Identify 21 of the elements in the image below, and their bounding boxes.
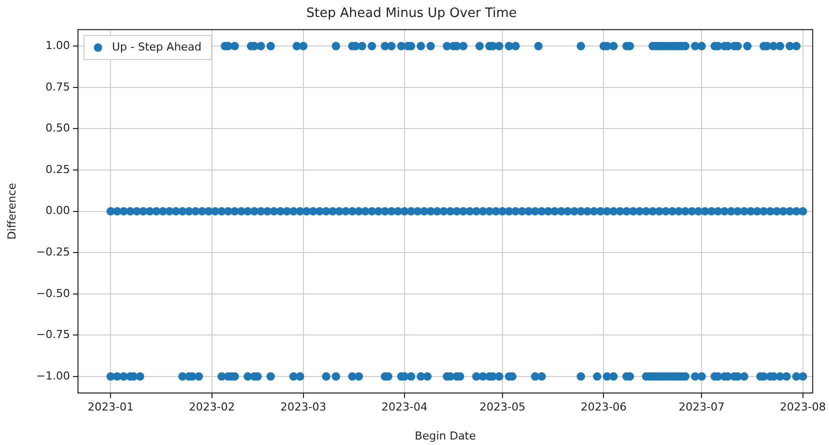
x-tick-label: 2023-02 bbox=[188, 400, 235, 414]
x-tick-label: 2023-03 bbox=[280, 400, 326, 414]
x-axis-title: Begin Date bbox=[414, 429, 476, 442]
x-tick-label: 2023-05 bbox=[480, 400, 526, 414]
x-tick-label: 2023-04 bbox=[382, 400, 428, 414]
y-axis-title: Difference bbox=[5, 182, 18, 240]
x-tick-label: 2023-08 bbox=[780, 400, 826, 414]
x-tick-label: 2023-06 bbox=[580, 400, 627, 414]
y-tick-label: 0.00 bbox=[46, 204, 70, 218]
y-tick-label: 0.75 bbox=[46, 80, 70, 94]
y-tick-label: −0.25 bbox=[36, 245, 70, 258]
y-tick-label: −0.75 bbox=[36, 328, 70, 342]
y-tick-label: 0.50 bbox=[46, 122, 70, 135]
y-tick-label: 1.00 bbox=[46, 38, 70, 52]
y-tick-label: −0.50 bbox=[36, 286, 70, 300]
y-tick-label: 0.25 bbox=[46, 162, 70, 176]
x-tick-label: 2023-01 bbox=[88, 400, 134, 414]
y-tick-label: −1.00 bbox=[36, 369, 70, 382]
legend-label: Up - Step Ahead bbox=[112, 40, 202, 54]
chart-title: Step Ahead Minus Up Over Time bbox=[306, 6, 517, 22]
x-tick-label: 2023-07 bbox=[678, 400, 725, 414]
